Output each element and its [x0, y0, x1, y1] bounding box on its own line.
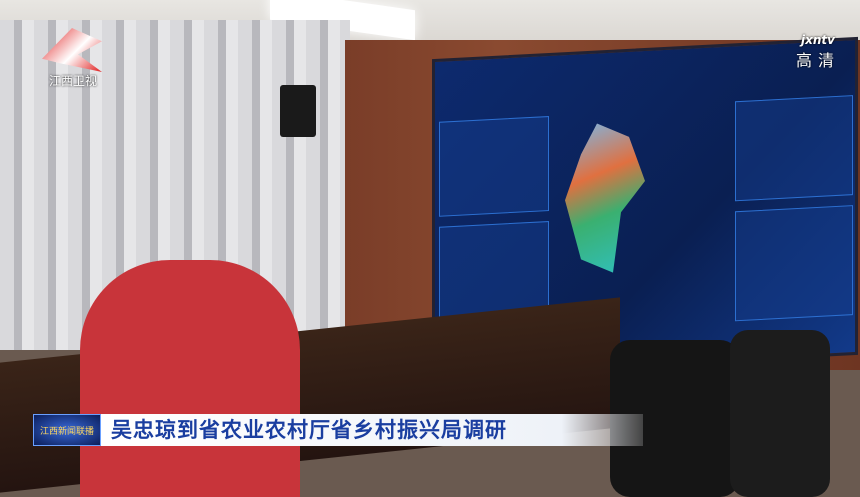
- headline: 吴忠琼到省农业农村厅省乡村振兴局调研: [101, 414, 643, 446]
- province-map: [565, 121, 645, 275]
- program-logo: 江西新闻联播: [33, 414, 101, 446]
- watermark-site: jxntv: [801, 33, 835, 47]
- channel-logo: 江西卫视: [38, 28, 108, 100]
- watermark-quality: 高清: [795, 51, 840, 70]
- news-caption: 江西新闻联播 吴忠琼到省农业农村厅省乡村振兴局调研: [33, 414, 643, 446]
- chair: [730, 330, 830, 497]
- screen-panel-right-top: [735, 95, 853, 202]
- logo-mark-icon: [42, 28, 102, 72]
- logo-text: 江西卫视: [48, 74, 97, 88]
- speaker: [280, 85, 316, 137]
- watermark: jxntv 高清: [796, 33, 840, 71]
- screen-panel-right-bottom: [735, 205, 853, 322]
- person-foreground: [80, 260, 300, 497]
- screen-panel-bar-chart: [439, 116, 549, 217]
